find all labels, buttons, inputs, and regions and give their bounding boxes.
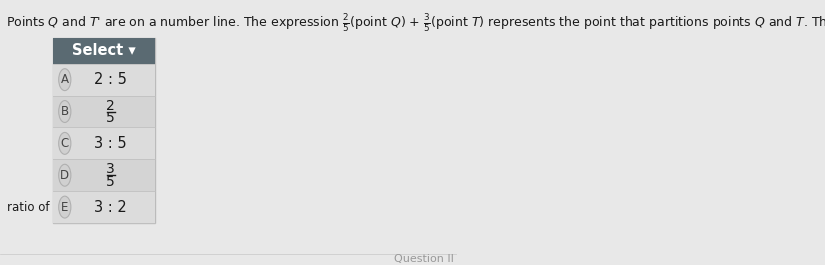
Circle shape [59, 69, 71, 91]
Circle shape [59, 100, 71, 122]
Text: E: E [61, 201, 68, 214]
Text: ratio of: ratio of [7, 201, 50, 214]
Text: 5: 5 [106, 175, 116, 189]
Text: 3: 3 [106, 162, 116, 176]
Circle shape [59, 164, 71, 186]
Text: 2 : 5: 2 : 5 [94, 72, 127, 87]
FancyBboxPatch shape [53, 159, 155, 191]
FancyBboxPatch shape [53, 191, 155, 223]
Circle shape [59, 196, 71, 218]
Text: C: C [61, 137, 69, 150]
Text: A: A [61, 73, 68, 86]
Text: 3 : 5: 3 : 5 [94, 136, 127, 151]
Text: Select ▾: Select ▾ [72, 43, 135, 58]
Text: Question II: Question II [394, 254, 454, 264]
Text: B: B [61, 105, 68, 118]
FancyBboxPatch shape [53, 38, 155, 64]
FancyBboxPatch shape [53, 64, 155, 96]
Text: Points $Q$ and $T$' are on a number line. The expression $\frac{2}{5}$(point $Q$: Points $Q$ and $T$' are on a number line… [6, 12, 825, 34]
Text: 3 : 2: 3 : 2 [94, 200, 127, 215]
FancyBboxPatch shape [53, 96, 155, 127]
Text: D: D [60, 169, 69, 182]
Circle shape [59, 132, 71, 154]
FancyBboxPatch shape [53, 127, 155, 159]
Text: 2: 2 [106, 99, 116, 113]
Text: 5: 5 [106, 112, 116, 126]
